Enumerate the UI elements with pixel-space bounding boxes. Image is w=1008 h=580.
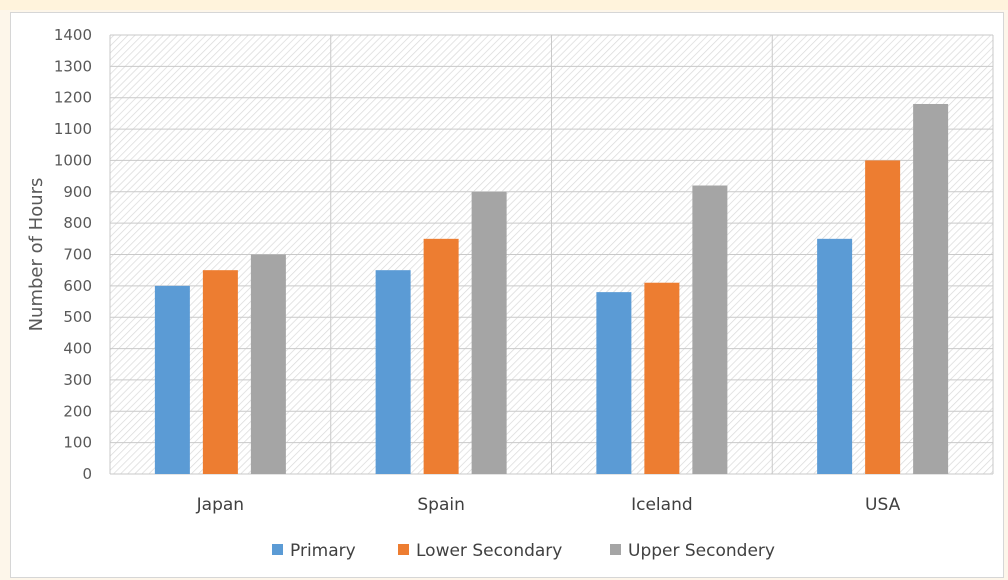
- bar-upper-secondery-iceland: [692, 185, 728, 474]
- y-tick-label: 900: [63, 183, 92, 201]
- legend-swatch: [398, 544, 409, 555]
- x-category-label: Spain: [417, 495, 465, 515]
- y-tick-label: 500: [63, 308, 92, 326]
- y-tick-label: 1300: [54, 57, 92, 75]
- bar-lower-secondary-usa: [865, 160, 901, 474]
- y-tick-label: 700: [63, 246, 92, 264]
- legend-swatch: [272, 544, 283, 555]
- bar-lower-secondary-spain: [423, 238, 459, 474]
- bar-lower-secondary-japan: [202, 270, 238, 474]
- y-tick-label: 200: [63, 402, 92, 420]
- y-tick-label: 800: [63, 214, 92, 232]
- y-tick-label: 1200: [54, 89, 92, 107]
- y-tick-label: 100: [63, 434, 92, 452]
- x-axis-categories: Japan Spain Iceland USA: [196, 495, 901, 515]
- y-tick-label: 400: [63, 340, 92, 358]
- bar-upper-secondery-usa: [913, 103, 949, 474]
- legend-swatch: [610, 544, 621, 555]
- y-tick-label: 1100: [54, 120, 92, 138]
- top-band: [0, 0, 1008, 10]
- y-tick-label: 600: [63, 277, 92, 295]
- bar-primary-iceland: [596, 292, 632, 474]
- bar-lower-secondary-iceland: [644, 282, 680, 474]
- bar-upper-secondery-japan: [250, 254, 286, 474]
- legend: Primary Lower Secondary Upper Secondery: [272, 541, 775, 561]
- y-tick-label: 300: [63, 371, 92, 389]
- y-axis-ticks: 0 100 200 300 400 500 600 700 800 900 1000 1100 1200…: [54, 26, 92, 483]
- y-axis-label: Number of Hours: [26, 178, 47, 332]
- bar-upper-secondery-spain: [471, 191, 507, 475]
- x-category-label: Japan: [196, 495, 244, 515]
- y-tick-label: 0: [82, 465, 92, 483]
- x-category-label: USA: [865, 495, 901, 515]
- bar-primary-japan: [154, 285, 190, 474]
- legend-label: Lower Secondary: [416, 541, 562, 561]
- y-tick-label: 1000: [54, 151, 92, 169]
- bar-primary-usa: [817, 238, 853, 474]
- bar-primary-spain: [375, 270, 411, 474]
- bars: [154, 103, 949, 475]
- legend-label: Upper Secondery: [628, 541, 775, 561]
- x-category-label: Iceland: [631, 495, 693, 515]
- y-tick-label: 1400: [54, 26, 92, 44]
- legend-label: Primary: [290, 541, 356, 561]
